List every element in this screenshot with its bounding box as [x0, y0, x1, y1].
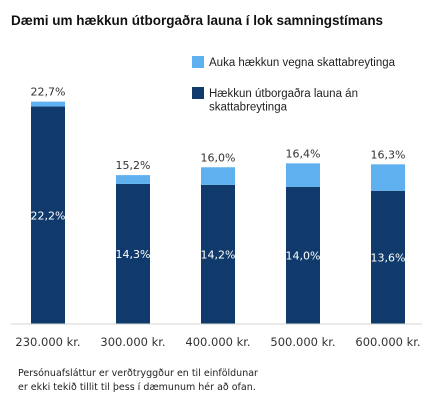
- data-label-total: 16,4%: [286, 147, 321, 160]
- data-label-base: 14,2%: [201, 248, 236, 261]
- legend: Auka hækkun vegna skattabreytinga Hækkun …: [192, 56, 396, 114]
- legend-label: Hækkun útborgaðra launa án: [209, 88, 358, 100]
- bar-segment-base: [31, 106, 65, 324]
- data-label-total: 15,2%: [116, 159, 151, 172]
- legend-label: skattabreytinga: [209, 102, 288, 114]
- footnote-line: Persónuafsláttur er verðtryggður en til …: [18, 368, 258, 379]
- data-label-total: 22,7%: [31, 86, 66, 99]
- data-label-base: 14,0%: [286, 249, 321, 262]
- bars: 22,2% 22,7% 14,3% 15,2% 14,2% 16,0% 14,0% 16,4%…: [31, 86, 406, 324]
- bar-segment-base: [116, 183, 150, 324]
- legend-label: Auka hækkun vegna skattabreytinga: [209, 57, 396, 69]
- bar-segment-tax: [371, 164, 405, 191]
- bar-segment-base: [201, 184, 235, 324]
- legend-swatch: [192, 87, 204, 99]
- legend-swatch: [192, 56, 204, 68]
- x-axis-ticks: 230.000 kr. 300.000 kr. 400.000 kr. 500.000…: [15, 335, 420, 349]
- data-label-total: 16,0%: [201, 151, 236, 164]
- bar-segment-tax: [31, 101, 65, 107]
- bar-segment-base: [286, 186, 320, 324]
- data-label-total: 16,3%: [371, 148, 406, 161]
- x-tick-label: 230.000 kr.: [15, 335, 80, 349]
- bar-segment-tax: [286, 163, 320, 187]
- x-tick-label: 300.000 kr.: [100, 335, 165, 349]
- bar-segment-tax: [201, 167, 235, 185]
- data-label-base: 13,6%: [371, 251, 406, 264]
- chart-title: Dæmi um hækkun útborgaðra launa í lok sa…: [11, 13, 383, 28]
- x-tick-label: 500.000 kr.: [270, 335, 335, 349]
- footnote: Persónuafsláttur er verðtryggður en til …: [18, 368, 258, 393]
- data-label-base: 14,3%: [116, 248, 151, 261]
- x-tick-label: 600.000 kr.: [355, 335, 420, 349]
- bar-segment-tax: [116, 175, 150, 184]
- x-tick-label: 400.000 kr.: [185, 335, 250, 349]
- data-label-base: 22,2%: [31, 209, 66, 222]
- footnote-line: er ekki tekið tillit til þess í dæmunum …: [18, 382, 256, 393]
- bar-segment-base: [371, 190, 405, 324]
